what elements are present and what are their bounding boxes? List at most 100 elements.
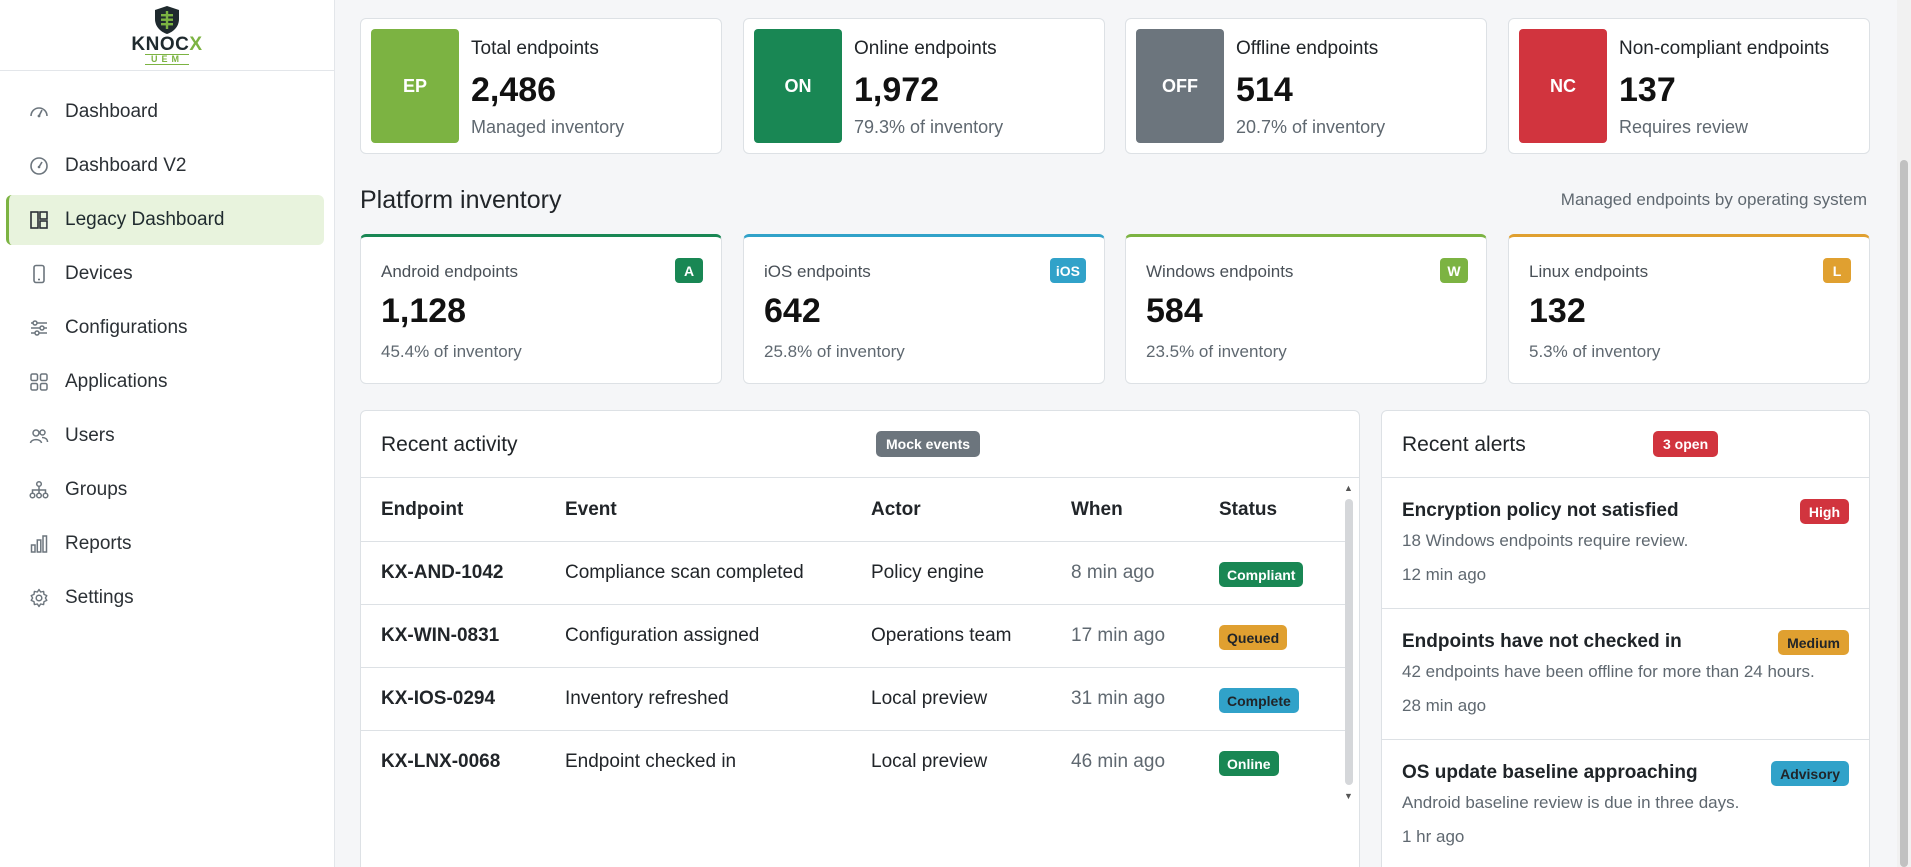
stat-value: 137 bbox=[1619, 71, 1676, 109]
actor-text: Local preview bbox=[871, 688, 988, 709]
sidebar-item-label: Applications bbox=[65, 371, 168, 392]
sidebar-item-label: Reports bbox=[65, 533, 132, 554]
stat-badge: OFF bbox=[1136, 29, 1224, 143]
status-badge: Complete bbox=[1219, 688, 1299, 713]
platform-value: 1,128 bbox=[381, 292, 467, 330]
sidebar-item-groups[interactable]: Groups bbox=[6, 465, 324, 515]
platform-tag: L bbox=[1823, 258, 1851, 283]
platform-sub: 23.5% of inventory bbox=[1146, 342, 1287, 361]
sidebar-item-label: Dashboard V2 bbox=[65, 155, 187, 176]
actor-text: Local preview bbox=[871, 751, 988, 772]
platform-title: Platform inventory bbox=[360, 186, 562, 214]
platform-tag: iOS bbox=[1049, 258, 1086, 283]
sidebar-item-dashboard-v2[interactable]: Dashboard V2 bbox=[6, 141, 324, 191]
sidebar-item-reports[interactable]: Reports bbox=[6, 519, 324, 569]
platform-value: 584 bbox=[1146, 292, 1203, 330]
alert-title: Encryption policy not satisfied bbox=[1402, 500, 1679, 521]
sidebar-item-settings[interactable]: Settings bbox=[6, 573, 324, 623]
alert-time: 12 min ago bbox=[1402, 565, 1487, 584]
table-row[interactable]: KX-AND-1042 Compliance scan completed Po… bbox=[361, 542, 1345, 605]
platform-label: Linux endpoints bbox=[1529, 262, 1649, 281]
sidebar-item-label: Configurations bbox=[65, 317, 188, 338]
table-row[interactable]: KX-IOS-0294 Inventory refreshed Local pr… bbox=[361, 668, 1345, 731]
alert-item[interactable]: OS update baseline approaching Advisory … bbox=[1382, 740, 1869, 867]
stat-card-total[interactable]: EP Total endpoints 2,486 Managed invento… bbox=[360, 18, 722, 154]
brand-logo[interactable]: KNOCX UEM bbox=[0, 0, 334, 71]
sidebar-item-label: Settings bbox=[65, 587, 134, 608]
platform-label: Android endpoints bbox=[381, 262, 519, 281]
stat-sub: 79.3% of inventory bbox=[854, 117, 1004, 137]
platform-sub: 5.3% of inventory bbox=[1529, 342, 1661, 361]
alert-time: 28 min ago bbox=[1402, 696, 1487, 715]
table-row[interactable]: KX-WIN-0831 Configuration assigned Opera… bbox=[361, 605, 1345, 668]
sliders-icon bbox=[31, 320, 47, 336]
scroll-up-icon[interactable]: ▲ bbox=[1344, 483, 1353, 493]
sidebar-item-devices[interactable]: Devices bbox=[6, 249, 324, 299]
endpoint-id: KX-LNX-0068 bbox=[381, 751, 501, 772]
alert-title: Endpoints have not checked in bbox=[1402, 631, 1682, 652]
table-header-row: Endpoint Event Actor When Status bbox=[361, 479, 1345, 542]
stat-card-noncompliant[interactable]: NC Non-compliant endpoints 137 Requires … bbox=[1508, 18, 1870, 154]
event-text: Compliance scan completed bbox=[565, 562, 804, 583]
stat-sub: 20.7% of inventory bbox=[1236, 117, 1386, 137]
stat-card-offline[interactable]: OFF Offline endpoints 514 20.7% of inven… bbox=[1125, 18, 1487, 154]
stat-label: Non-compliant endpoints bbox=[1619, 38, 1830, 59]
platform-note: Managed endpoints by operating system bbox=[1560, 190, 1867, 209]
gear-icon bbox=[30, 588, 48, 608]
status-badge: Compliant bbox=[1219, 562, 1304, 587]
gauge-icon bbox=[30, 107, 48, 118]
platform-card-android[interactable]: Android endpoints A 1,128 45.4% of inven… bbox=[360, 234, 722, 384]
platform-card-ios[interactable]: iOS endpoints iOS 642 25.8% of inventory bbox=[743, 234, 1105, 384]
sidebar-item-legacy-dashboard[interactable]: Legacy Dashboard bbox=[6, 195, 324, 245]
sidebar-item-dashboard[interactable]: Dashboard bbox=[6, 87, 324, 137]
brand-sub: UEM bbox=[145, 54, 189, 65]
platform-label: iOS endpoints bbox=[764, 262, 871, 281]
stat-value: 2,486 bbox=[471, 71, 557, 109]
mock-events-badge: Mock events bbox=[876, 431, 981, 457]
col-status[interactable]: Status bbox=[1219, 499, 1278, 520]
stat-value: 1,972 bbox=[854, 71, 940, 109]
recent-activity-panel: Recent activity Mock events Endpoint Eve… bbox=[360, 410, 1360, 867]
page-scroll-thumb[interactable] bbox=[1900, 160, 1908, 867]
severity-badge: High bbox=[1799, 499, 1849, 524]
stat-card-online[interactable]: ON Online endpoints 1,972 79.3% of inven… bbox=[743, 18, 1105, 154]
sidebar-item-configurations[interactable]: Configurations bbox=[6, 303, 324, 353]
stat-badge: NC bbox=[1519, 29, 1607, 143]
users-icon bbox=[29, 429, 49, 444]
col-endpoint[interactable]: Endpoint bbox=[381, 499, 464, 520]
activity-scrollbar[interactable]: ▲ ▼ bbox=[1343, 483, 1355, 801]
platform-value: 642 bbox=[764, 292, 821, 330]
panel-title: Recent activity bbox=[381, 433, 518, 456]
endpoint-id: KX-WIN-0831 bbox=[381, 625, 500, 646]
shield-logo-icon bbox=[155, 6, 179, 34]
col-when[interactable]: When bbox=[1071, 499, 1123, 520]
scroll-down-icon[interactable]: ▼ bbox=[1344, 791, 1353, 801]
alert-item[interactable]: Endpoints have not checked in Medium 42 … bbox=[1382, 609, 1869, 740]
col-event[interactable]: Event bbox=[565, 499, 617, 520]
alert-item[interactable]: Encryption policy not satisfied High 18 … bbox=[1382, 478, 1869, 609]
page-scrollbar[interactable] bbox=[1897, 0, 1911, 867]
panel-header: Recent activity Mock events bbox=[361, 411, 1359, 478]
alert-title: OS update baseline approaching bbox=[1402, 762, 1698, 783]
platform-tag: W bbox=[1440, 258, 1468, 283]
col-actor[interactable]: Actor bbox=[871, 499, 921, 520]
stat-badge: EP bbox=[371, 29, 459, 143]
main-content: EP Total endpoints 2,486 Managed invento… bbox=[336, 0, 1911, 867]
sidebar-nav: Dashboard Dashboard V2 Legacy Dashboard … bbox=[0, 71, 334, 623]
stat-sub: Managed inventory bbox=[471, 117, 625, 137]
platform-card-windows[interactable]: Windows endpoints W 584 23.5% of invento… bbox=[1125, 234, 1487, 384]
gauge-circle-icon bbox=[30, 157, 48, 175]
severity-badge: Advisory bbox=[1771, 761, 1849, 786]
event-text: Inventory refreshed bbox=[565, 688, 729, 709]
scroll-thumb[interactable] bbox=[1345, 499, 1353, 785]
open-alerts-badge: 3 open bbox=[1653, 431, 1719, 457]
sidebar-item-label: Devices bbox=[65, 263, 133, 284]
table-row[interactable]: KX-LNX-0068 Endpoint checked in Local pr… bbox=[361, 731, 1345, 794]
panel-title: Recent alerts bbox=[1402, 433, 1526, 456]
grid-icon bbox=[30, 373, 48, 391]
sidebar-item-users[interactable]: Users bbox=[6, 411, 324, 461]
sidebar-item-applications[interactable]: Applications bbox=[6, 357, 324, 407]
platform-card-linux[interactable]: Linux endpoints L 132 5.3% of inventory bbox=[1508, 234, 1870, 384]
actor-text: Operations team bbox=[871, 625, 1012, 646]
event-text: Endpoint checked in bbox=[565, 751, 737, 772]
